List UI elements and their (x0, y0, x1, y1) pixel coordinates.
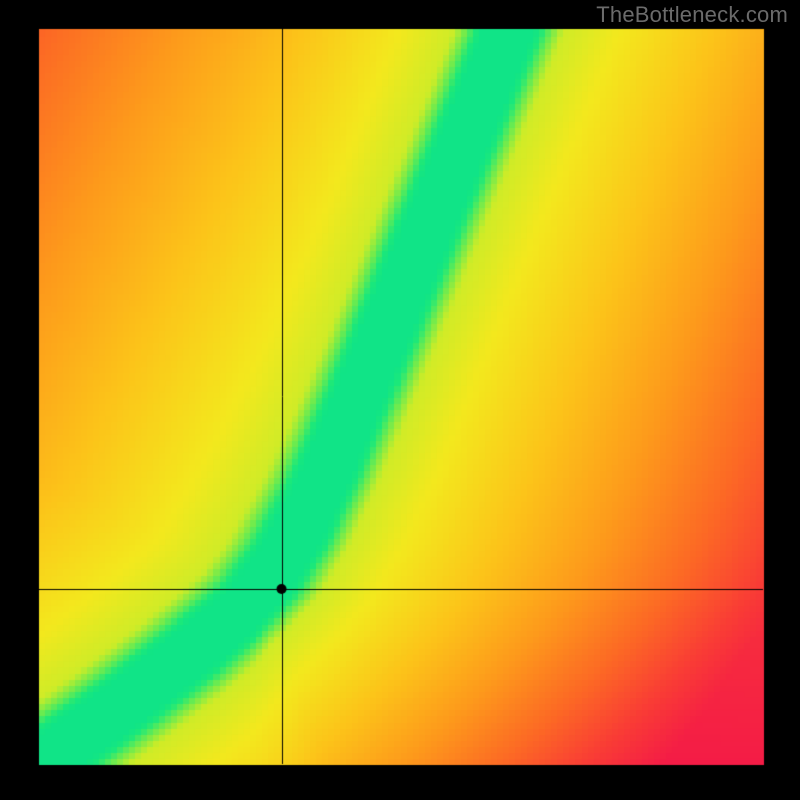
bottleneck-heatmap (0, 0, 800, 800)
chart-container: TheBottleneck.com (0, 0, 800, 800)
watermark-text: TheBottleneck.com (596, 2, 788, 28)
